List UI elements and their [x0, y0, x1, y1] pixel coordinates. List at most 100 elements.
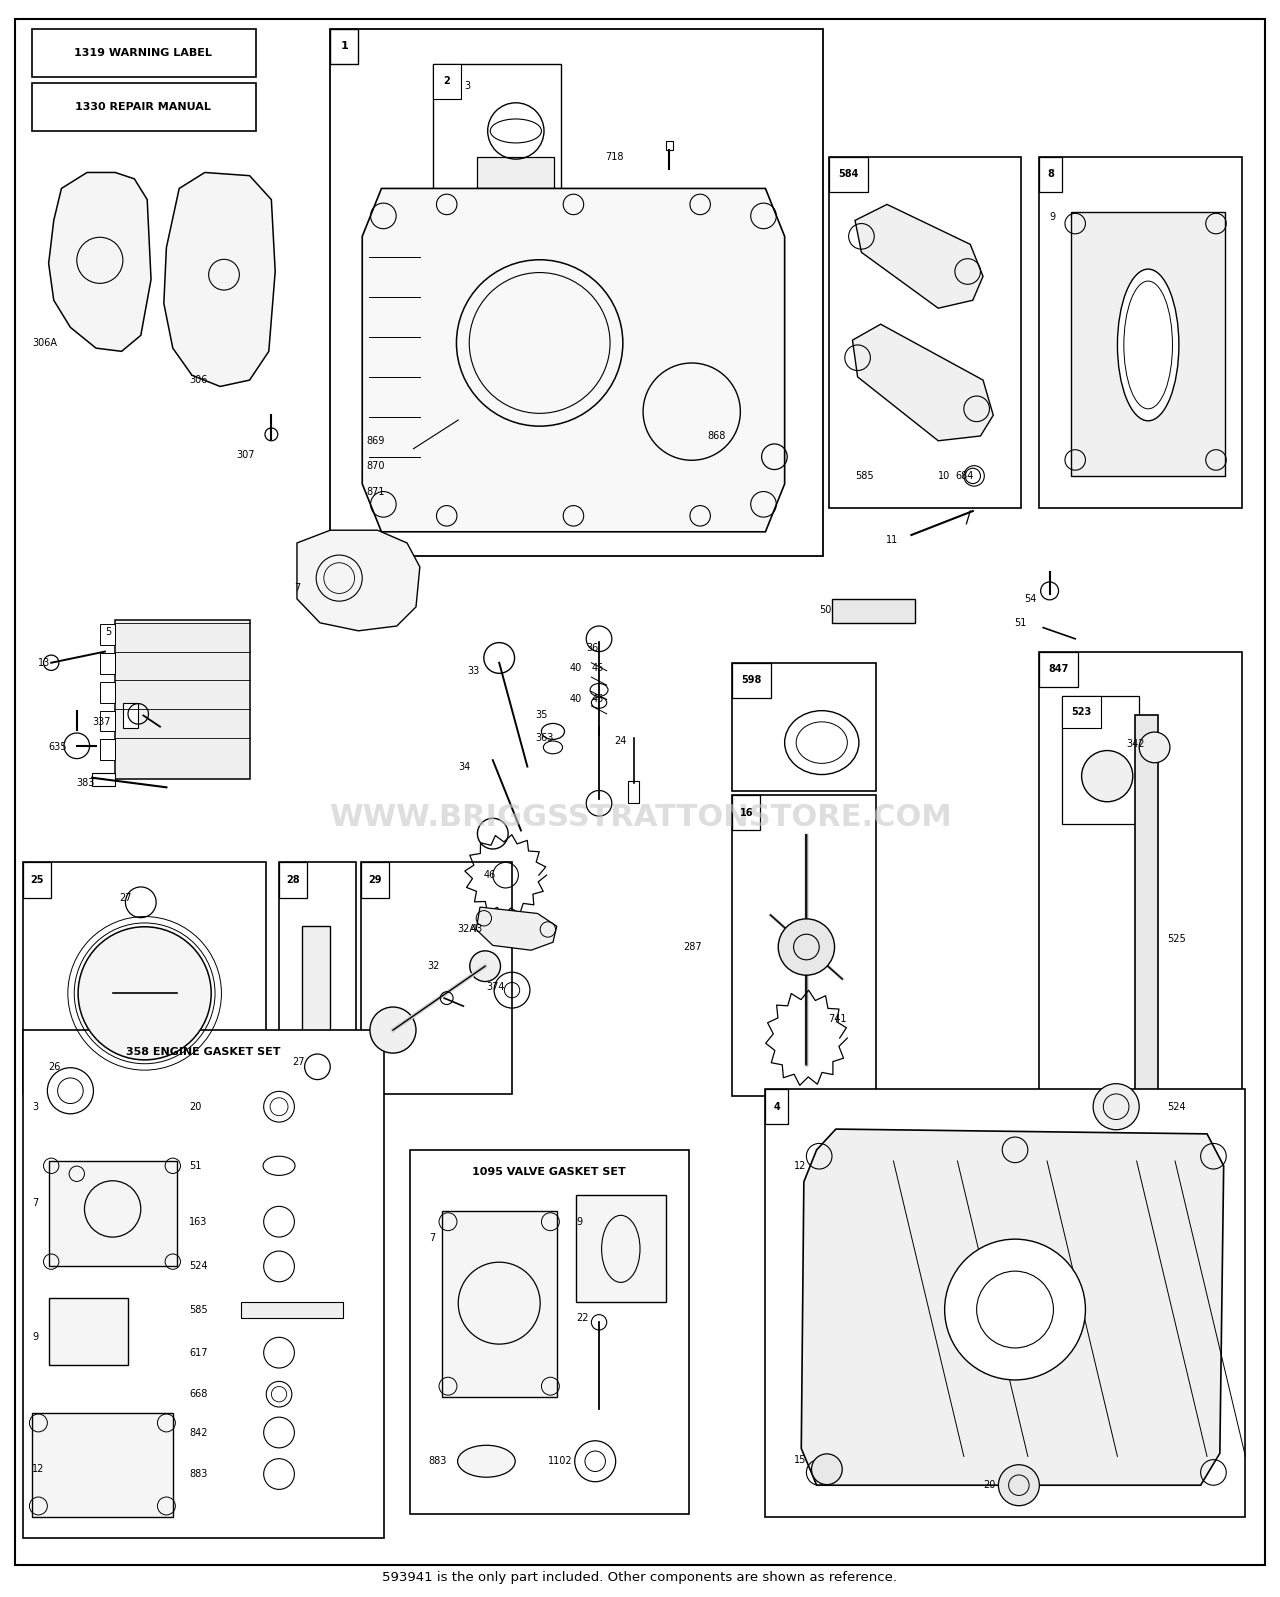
Text: 593941 is the only part included. Other components are shown as reference.: 593941 is the only part included. Other … [383, 1571, 897, 1584]
Text: 741: 741 [828, 1014, 846, 1024]
Polygon shape [32, 1413, 173, 1517]
Bar [433, 64, 561, 200]
Text: 24: 24 [614, 736, 627, 746]
Text: 7: 7 [429, 1233, 435, 1242]
Bar [732, 663, 876, 791]
Text: 847: 847 [1048, 664, 1069, 674]
Text: 3: 3 [32, 1102, 38, 1112]
Text: 40: 40 [570, 663, 582, 672]
Text: 585: 585 [189, 1305, 209, 1314]
Text: 287: 287 [684, 942, 703, 952]
Polygon shape [297, 530, 420, 631]
Bar [1062, 696, 1101, 728]
Text: 35: 35 [535, 711, 548, 720]
Circle shape [998, 1464, 1039, 1506]
Text: 51: 51 [189, 1161, 202, 1171]
Text: 524: 524 [189, 1262, 209, 1271]
Text: 1102: 1102 [548, 1456, 572, 1466]
Text: 525: 525 [1167, 934, 1187, 944]
Text: 20: 20 [189, 1102, 202, 1112]
Bar [302, 926, 330, 1038]
Text: 617: 617 [189, 1348, 207, 1357]
Circle shape [78, 926, 211, 1060]
Bar [829, 157, 1021, 508]
Circle shape [812, 1453, 842, 1485]
Text: 883: 883 [429, 1456, 447, 1466]
Text: 10: 10 [938, 471, 951, 481]
Bar [279, 862, 307, 898]
Text: 871: 871 [366, 487, 384, 497]
Bar [829, 157, 868, 192]
Text: 43: 43 [471, 925, 484, 934]
Bar [100, 711, 115, 731]
Polygon shape [164, 172, 275, 386]
Text: 16: 16 [740, 808, 753, 818]
Bar [32, 83, 256, 131]
Bar [23, 1030, 384, 1538]
Circle shape [470, 950, 500, 982]
Polygon shape [49, 1298, 128, 1365]
Text: 15: 15 [794, 1455, 806, 1464]
Text: 635: 635 [49, 743, 67, 752]
Polygon shape [576, 1195, 666, 1302]
Bar [123, 703, 138, 728]
Bar [32, 29, 256, 77]
Polygon shape [852, 324, 993, 441]
Polygon shape [442, 1211, 557, 1397]
Polygon shape [362, 188, 785, 532]
Bar [732, 795, 760, 830]
Text: 20: 20 [983, 1480, 996, 1490]
Bar [1039, 157, 1062, 192]
Text: 306: 306 [189, 375, 207, 385]
Text: 307: 307 [237, 450, 255, 460]
Bar [732, 663, 771, 698]
Bar [23, 862, 51, 898]
Bar [100, 653, 115, 674]
Bar [1135, 715, 1158, 1099]
Text: 523: 523 [1071, 707, 1092, 717]
Text: 12: 12 [794, 1161, 806, 1171]
Text: 363: 363 [535, 733, 553, 743]
Bar [1039, 652, 1078, 687]
Text: 869: 869 [366, 436, 384, 446]
Text: 7: 7 [32, 1198, 38, 1207]
Circle shape [1093, 1084, 1139, 1129]
Text: 12: 12 [32, 1464, 45, 1474]
Text: 1095 VALVE GASKET SET: 1095 VALVE GASKET SET [472, 1167, 626, 1177]
Circle shape [778, 918, 835, 976]
Polygon shape [49, 172, 151, 351]
Text: 718: 718 [605, 152, 623, 161]
Text: 45: 45 [591, 695, 604, 704]
Bar [23, 862, 266, 1094]
Text: 32: 32 [428, 961, 440, 971]
Text: 306A: 306A [32, 339, 58, 348]
Bar [361, 862, 512, 1094]
Text: 27: 27 [292, 1057, 305, 1067]
Text: 9: 9 [1050, 212, 1056, 222]
Text: 2: 2 [443, 77, 451, 86]
Text: 598: 598 [741, 676, 762, 685]
Bar [279, 862, 356, 1094]
Text: 584: 584 [838, 169, 859, 179]
Text: 684: 684 [955, 471, 973, 481]
Text: 5: 5 [105, 628, 111, 637]
Text: 46: 46 [484, 870, 497, 880]
Text: WWW.BRIGGSSTRATTONSTORE.COM: WWW.BRIGGSSTRATTONSTORE.COM [329, 803, 951, 832]
Text: 33: 33 [467, 666, 480, 676]
Text: 29: 29 [369, 875, 381, 885]
Bar [765, 1089, 788, 1124]
Text: 27: 27 [119, 893, 132, 902]
Circle shape [370, 1008, 416, 1052]
Bar [628, 781, 639, 803]
Bar [832, 599, 915, 623]
Text: 358 ENGINE GASKET SET: 358 ENGINE GASKET SET [127, 1048, 280, 1057]
Text: 9: 9 [576, 1217, 582, 1226]
Text: 3: 3 [465, 81, 471, 91]
Text: 1330 REPAIR MANUAL: 1330 REPAIR MANUAL [76, 102, 211, 112]
Ellipse shape [458, 1445, 516, 1477]
Polygon shape [855, 204, 983, 308]
Bar [410, 1150, 689, 1514]
Text: 51: 51 [1014, 618, 1027, 628]
Bar [667, 275, 737, 402]
Text: 25: 25 [31, 875, 44, 885]
